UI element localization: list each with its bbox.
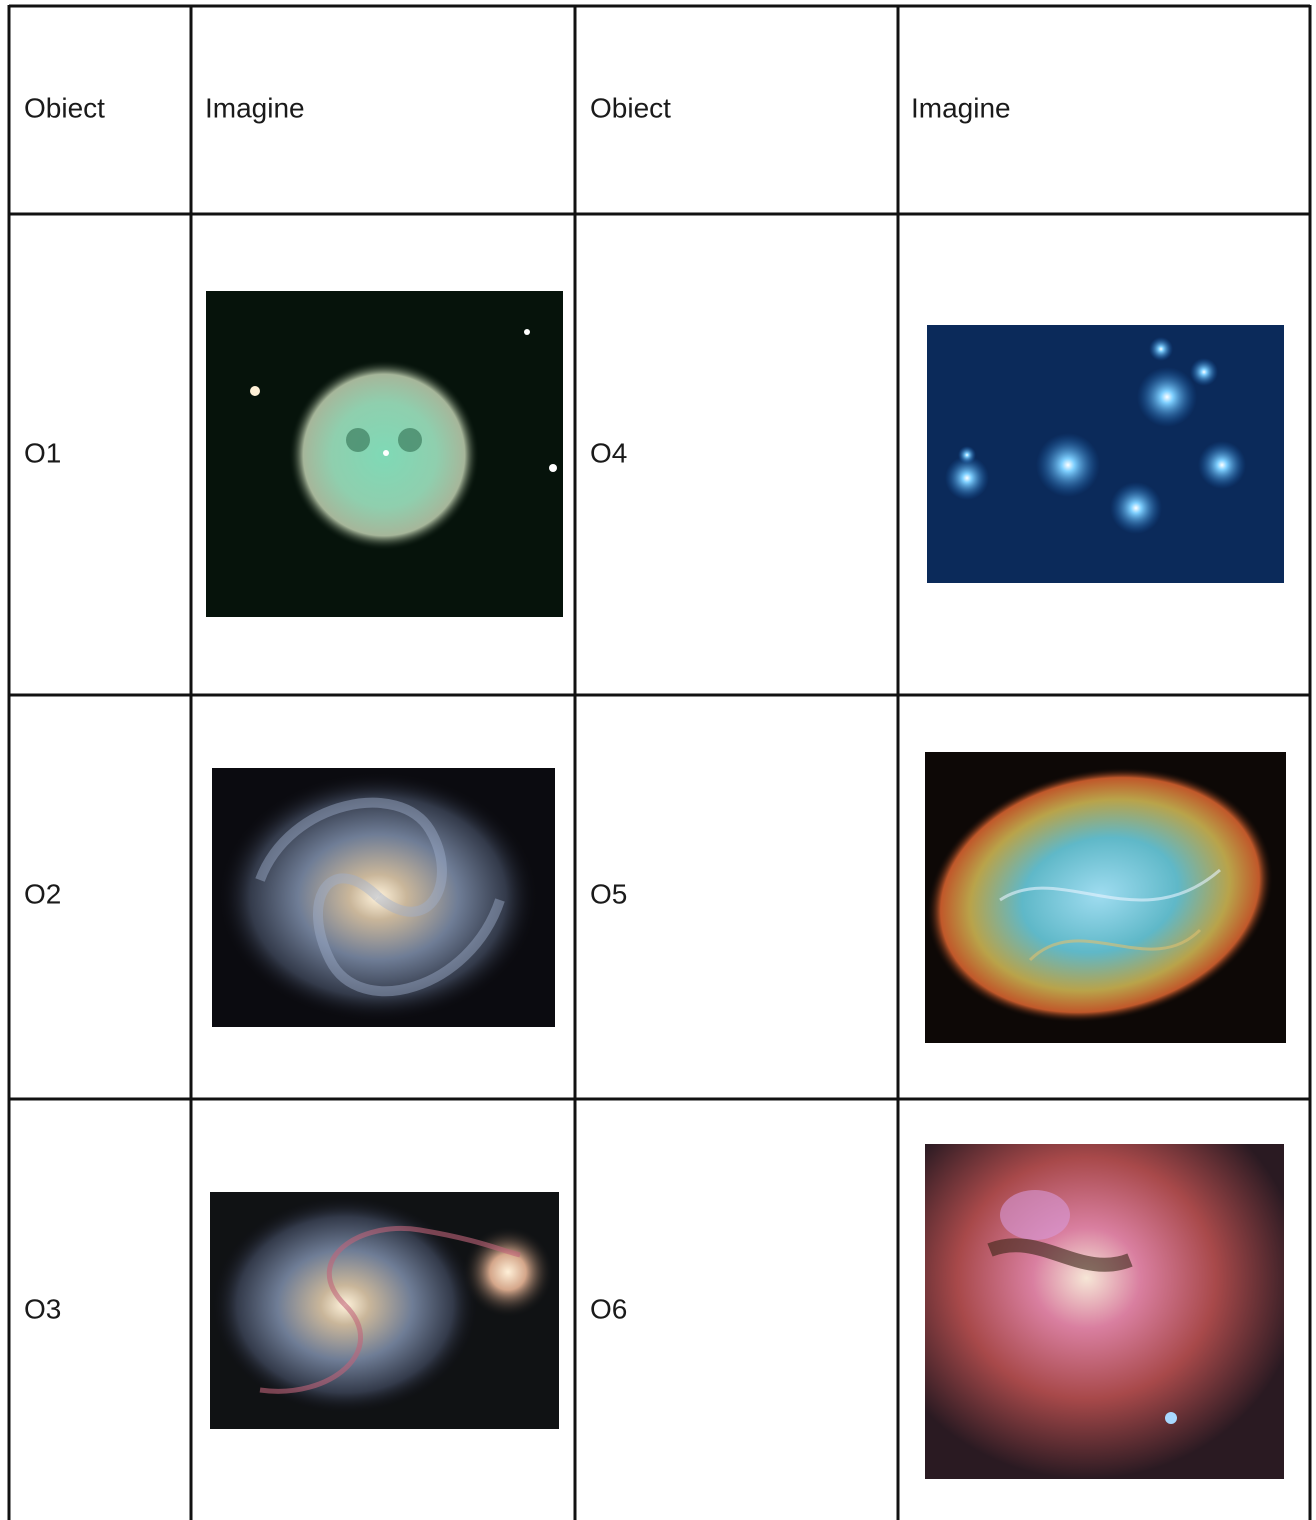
image-crab-nebula	[903, 736, 1297, 1053]
object-cell: O4	[590, 437, 627, 468]
image-pleiades	[927, 325, 1284, 583]
table: Obiect Imagine Obiect Imagine O1 O4 O2 O…	[0, 0, 1316, 1520]
image-pinwheel-galaxy	[212, 768, 555, 1027]
page: {"table": { "header": ["Obiect", "Imagin…	[0, 0, 1316, 1520]
header-cell: Imagine	[205, 92, 305, 123]
image-owl-nebula	[206, 291, 563, 617]
header-cell: Obiect	[24, 92, 105, 123]
object-cell: O3	[24, 1293, 61, 1324]
header-cell: Imagine	[911, 92, 1011, 123]
object-cell: O2	[24, 878, 61, 909]
header-cell: Obiect	[590, 92, 671, 123]
image-orion-nebula	[925, 1144, 1284, 1479]
object-cell: O6	[590, 1293, 627, 1324]
object-cell: O1	[24, 437, 61, 468]
object-cell: O5	[590, 878, 627, 909]
image-whirlpool-galaxy	[210, 1192, 559, 1429]
